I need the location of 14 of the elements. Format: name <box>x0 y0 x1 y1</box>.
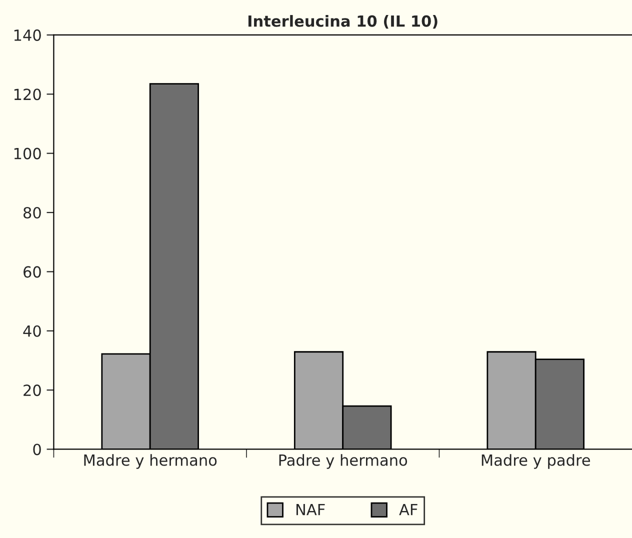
chart-title: Interleucina 10 (IL 10) <box>248 15 438 29</box>
y-tick-label: 60 <box>24 266 41 278</box>
y-tick-label: 140 <box>14 29 41 41</box>
y-tick-label: 20 <box>24 384 41 396</box>
y-tick-label: 40 <box>23 325 41 337</box>
legend-label: AF <box>399 504 418 516</box>
y-tick-label: 0 <box>33 444 41 456</box>
x-tick-label: Madre y hermano <box>84 454 217 469</box>
y-tick-label: 100 <box>14 148 41 160</box>
x-tick-label: Madre y padre <box>482 454 590 469</box>
y-tick-label: 120 <box>14 88 41 100</box>
y-tick-label: 80 <box>24 206 41 219</box>
legend-label: NAF <box>296 504 325 516</box>
x-tick-label: Padre y hermano <box>279 454 408 469</box>
